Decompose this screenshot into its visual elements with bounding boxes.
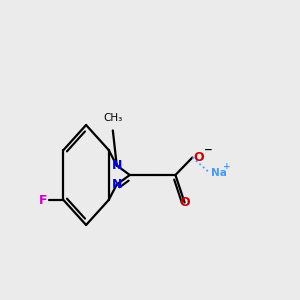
Text: O: O xyxy=(194,151,204,164)
Text: Na: Na xyxy=(211,167,226,178)
Text: −: − xyxy=(204,145,213,155)
Text: N: N xyxy=(112,178,122,191)
Text: F: F xyxy=(39,194,48,206)
Text: O: O xyxy=(179,196,190,209)
Text: CH₃: CH₃ xyxy=(103,113,122,123)
Text: +: + xyxy=(223,162,230,171)
Text: N: N xyxy=(112,159,122,172)
